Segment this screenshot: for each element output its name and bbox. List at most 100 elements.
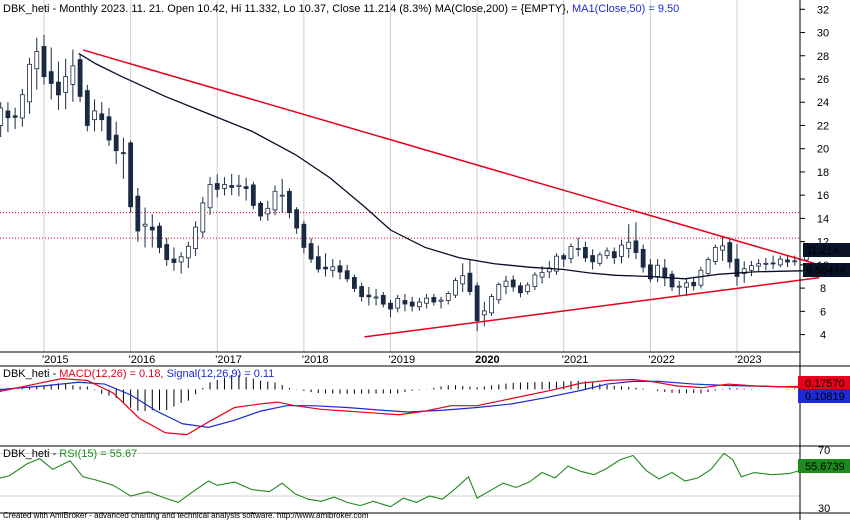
y-tick-label: 22 (817, 120, 829, 132)
candle-body (344, 270, 350, 280)
y-tick-label: 18 (817, 167, 829, 179)
candle-body (402, 300, 408, 305)
y-tick-label: 26 (817, 74, 829, 86)
candle-body (395, 297, 401, 309)
ma50-line-group (78, 52, 807, 280)
svg-text:11.214: 11.214 (806, 245, 839, 257)
candle-body (785, 259, 790, 263)
year-label: '2021 (562, 354, 589, 366)
candle-body (619, 244, 624, 257)
candle-body (518, 285, 523, 294)
candle-body (149, 226, 155, 231)
candle-body (763, 262, 769, 265)
candle-body (741, 268, 747, 274)
candle-body (539, 272, 545, 278)
year-label: '2018 (302, 354, 329, 366)
candle-body (142, 223, 148, 227)
trendline (82, 49, 820, 266)
y-tick-label: 6 (820, 306, 826, 318)
candle-body (698, 269, 704, 286)
candle-body (236, 184, 242, 187)
candle-body (583, 247, 588, 259)
candle-body (12, 115, 18, 118)
rsi-axis-70: 70 (818, 445, 830, 457)
candle-body (330, 266, 336, 271)
candle-body (705, 259, 711, 274)
candle-body (258, 202, 263, 217)
candle-body (214, 183, 220, 190)
candle-body (756, 263, 762, 267)
candle-body (207, 184, 213, 209)
candle-body (92, 110, 97, 121)
candle-body (525, 284, 531, 292)
footer-credit: Created with AmiBroker - advanced charti… (3, 511, 369, 520)
candle-body (460, 275, 466, 285)
candle-body (676, 285, 682, 288)
candle-body (265, 207, 271, 215)
candle-body (48, 71, 54, 84)
year-label: '2017 (215, 354, 242, 366)
candle-body (691, 281, 697, 287)
candle-body (496, 284, 502, 301)
candle-body (135, 195, 141, 232)
candle-body (474, 285, 480, 322)
candle-body (250, 184, 256, 206)
candle-body (0, 107, 4, 126)
candle-body (416, 301, 422, 308)
y-tick-label: 24 (817, 97, 829, 109)
candle-body (597, 254, 603, 264)
trendlines (82, 49, 820, 338)
candle-body (34, 51, 40, 70)
candle-body (489, 296, 494, 314)
candle-body (409, 301, 415, 307)
price-axis-ticks: 468101214161820222426283032 (800, 4, 829, 342)
candle-body (561, 255, 567, 260)
candle-body (380, 295, 386, 305)
candle-body (301, 223, 307, 248)
trendline (364, 276, 820, 338)
candle-body (727, 242, 733, 263)
y-tick-label: 20 (817, 144, 829, 156)
candle-body (712, 247, 718, 262)
y-tick-label: 8 (820, 283, 826, 295)
candle-body (229, 185, 235, 188)
candle-body (388, 302, 393, 310)
rsi-axis-30: 30 (818, 503, 830, 515)
candle-body (640, 248, 646, 268)
candle-body (481, 310, 487, 316)
candle-body (157, 225, 162, 248)
candle-body (438, 299, 444, 302)
y-tick-label: 32 (817, 4, 829, 16)
candle-body (352, 277, 357, 289)
candle-body (77, 59, 83, 97)
candle-body (243, 186, 249, 189)
candle-body (611, 251, 617, 259)
candle-body (431, 296, 437, 303)
rsi-panel (0, 452, 807, 508)
candle-body (56, 81, 61, 96)
y-tick-label: 30 (817, 28, 829, 40)
rsi-header: DBK_heti - RSI(15) = 55.67 (3, 448, 137, 460)
candle-body (366, 294, 372, 298)
y-tick-label: 28 (817, 51, 829, 63)
year-label: '2016 (129, 354, 156, 366)
candle-body (626, 241, 632, 250)
y-tick-label: 14 (817, 213, 829, 225)
candle-body (734, 258, 740, 277)
macd-header: DBK_heti - MACD(12,26) = 0.18, Signal(12… (3, 368, 274, 380)
candlesticks (0, 34, 809, 332)
candle-body (568, 246, 574, 259)
candle-body (720, 245, 725, 251)
candle-body (128, 142, 134, 208)
candle-body (424, 297, 429, 304)
candle-body (554, 255, 559, 272)
rsi-value-label: 55.6739 (798, 459, 850, 473)
candle-body (106, 116, 112, 141)
candle-body (222, 184, 227, 189)
candle-body (669, 273, 675, 288)
year-label: '2019 (389, 354, 416, 366)
ma50-line (78, 52, 807, 280)
candle-body (684, 282, 689, 288)
candle-body (99, 113, 105, 121)
